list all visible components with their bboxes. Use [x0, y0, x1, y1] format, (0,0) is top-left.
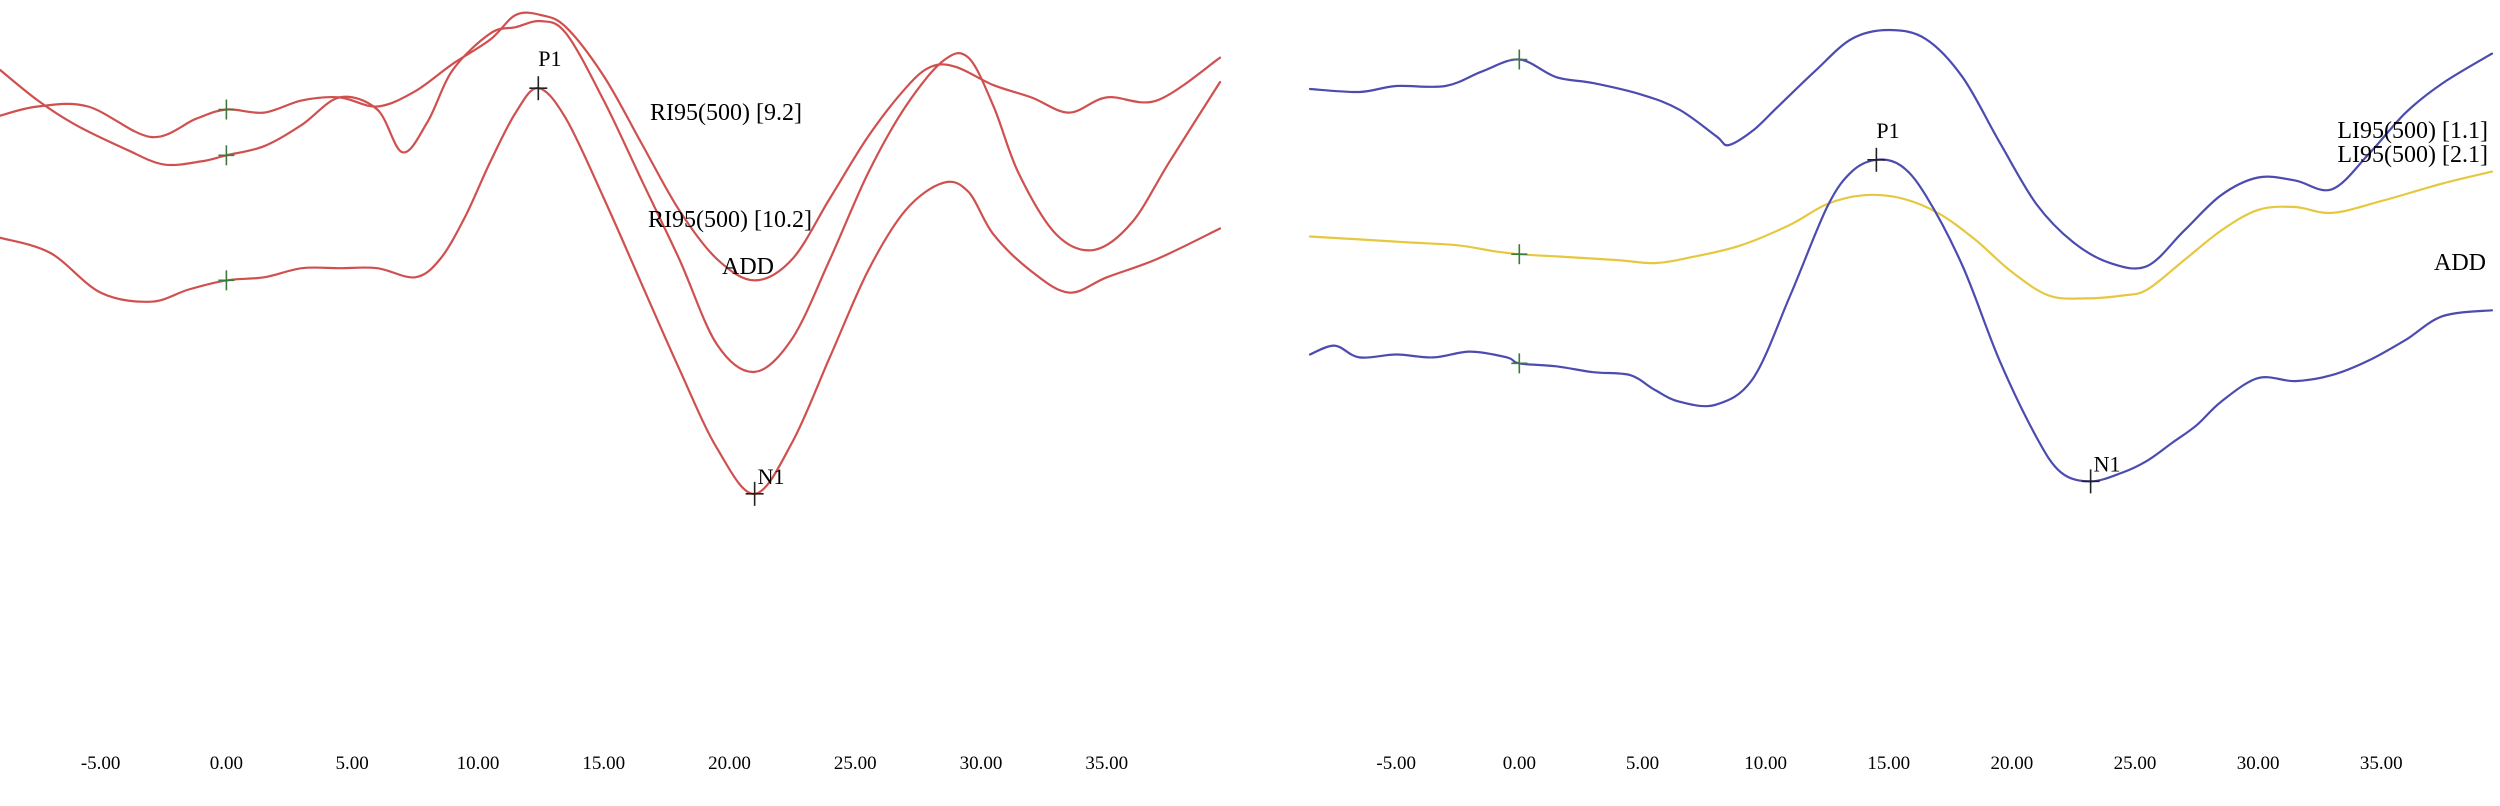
x-tick-label: 35.00 — [1085, 753, 1128, 774]
peak-label-n1: N1 — [2094, 451, 2121, 476]
peak-label-p1: P1 — [1876, 118, 1899, 143]
trace-label-1: RI95(500) [9.2] — [650, 100, 802, 126]
waveform-trace-3 — [0, 87, 1222, 495]
x-tick-label: 30.00 — [2237, 753, 2280, 774]
x-tick-label: 10.00 — [457, 753, 500, 774]
trace-label-2: LI95(500) [2.1] — [2337, 142, 2488, 168]
x-tick-label: 0.00 — [210, 753, 243, 774]
x-tick-label: 20.00 — [708, 753, 751, 774]
peak-label-p1: P1 — [538, 46, 561, 71]
x-tick-label: 10.00 — [1744, 753, 1787, 774]
x-tick-label: 25.00 — [2114, 753, 2157, 774]
x-tick-label: 15.00 — [1867, 753, 1910, 774]
peak-label-n1: N1 — [758, 464, 785, 489]
trace-label-2: RI95(500) [10.2] — [648, 207, 812, 233]
trace-label-3: ADD — [2434, 250, 2486, 276]
x-tick-label: 35.00 — [2360, 753, 2403, 774]
waveform-trace-2 — [0, 19, 1222, 374]
waveform-trace-2 — [1308, 170, 2494, 300]
waveform-trace-3 — [1308, 158, 2494, 483]
x-tick-label: 5.00 — [1626, 753, 1659, 774]
x-tick-label: 5.00 — [336, 753, 369, 774]
x-tick-label: -5.00 — [1376, 753, 1416, 774]
x-tick-label: 25.00 — [834, 753, 877, 774]
trace-label-3: ADD — [722, 254, 774, 280]
x-tick-label: 20.00 — [1990, 753, 2033, 774]
trace-label-1: LI95(500) [1.1] — [2337, 118, 2488, 144]
x-tick-label: -5.00 — [81, 753, 121, 774]
x-tick-label: 0.00 — [1503, 753, 1536, 774]
left-waveform-panel: RI95(500) [9.2] RI95(500) [10.2] ADD P1 N1 -5… — [0, 11, 1222, 774]
waveform-trace-1 — [0, 11, 1222, 282]
x-tick-label: 15.00 — [582, 753, 625, 774]
x-tick-label: 30.00 — [960, 753, 1003, 774]
waveform-trace-1 — [1308, 28, 2494, 270]
right-waveform-panel: LI95(500) [1.1]LI95(500) [2.1] ADD P1 N1 -5.… — [1308, 28, 2494, 774]
